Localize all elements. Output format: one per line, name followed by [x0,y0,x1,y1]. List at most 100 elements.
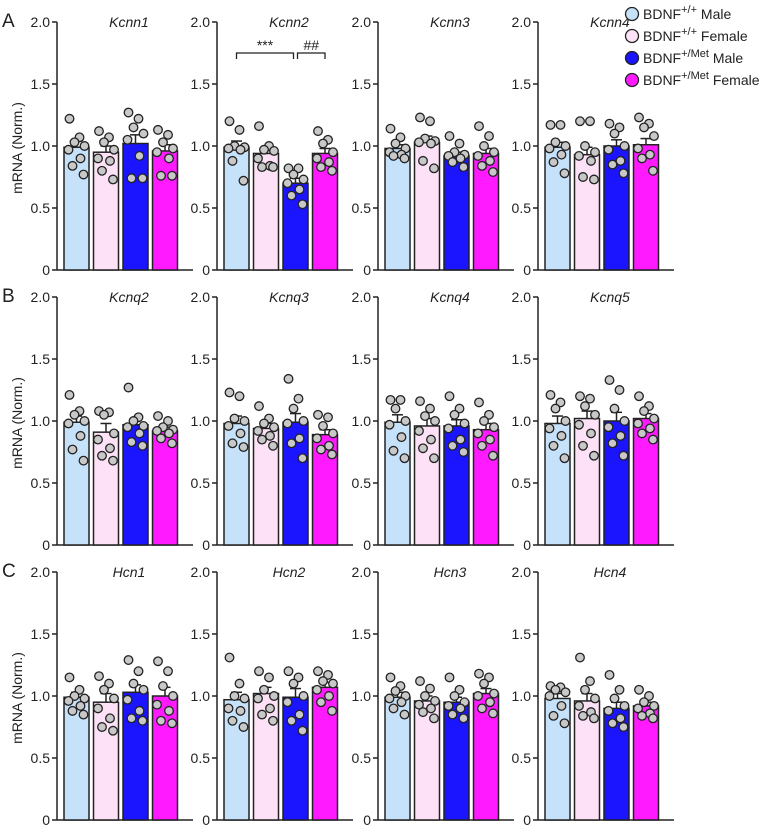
data-point [396,432,407,443]
data-point [74,684,85,695]
data-point [288,169,299,180]
bar [632,705,660,821]
y-tick-label: 0 [42,812,50,827]
data-point [603,144,614,155]
data-point [556,430,567,441]
legend-label: BDNF+/+ Female [643,26,748,44]
data-point [223,143,234,154]
legend-label: BDNF+/Met Male [643,48,743,66]
y-tick-label: 1.0 [352,138,372,154]
data-point [128,122,139,133]
bar [443,155,470,271]
data-point [384,419,395,430]
y-tick-label: 1.5 [352,351,372,367]
bar [603,420,630,546]
legend-marker [624,28,640,44]
data-point [489,688,499,699]
data-point [418,707,428,718]
significance-bracket [296,52,326,59]
data-point [257,434,267,445]
panel-kcnn2: 0 0.5 1.0 1.5 2.0 Kcnn2 *** ## [191,14,353,278]
data-point [224,652,235,663]
data-point [477,703,487,714]
data-point [449,409,460,420]
data-point [618,722,629,732]
legend-marker [624,72,640,88]
data-point [235,705,246,716]
data-point [282,418,293,429]
data-point [414,137,424,148]
data-point [604,118,615,129]
legend-label: BDNF+/+ Male [643,4,731,22]
data-point [227,155,238,166]
bar [632,144,660,271]
data-point [458,162,469,173]
data-point [414,699,424,710]
data-point [604,375,615,386]
data-point [454,138,465,149]
y-tick-label: 1.0 [191,138,211,154]
y-tick-label: 0 [42,537,50,553]
data-point [78,709,89,720]
y-tick-label: 1.0 [512,413,532,429]
data-point [560,416,571,426]
data-point [415,676,425,687]
data-point [444,672,455,683]
data-point [167,170,177,181]
data-point [604,669,615,680]
data-point [254,666,264,677]
data-point [288,403,299,414]
data-point [548,440,559,451]
data-point [268,440,278,451]
y-tick-label: 0.5 [191,200,211,216]
data-point [227,715,238,726]
data-point [122,134,133,145]
data-point [385,394,396,405]
data-point [282,178,293,189]
data-point [607,159,618,170]
data-point [649,131,659,142]
y-tick-label: 0.5 [191,750,211,766]
data-point [458,447,469,457]
data-point [429,713,439,724]
data-point [286,438,297,449]
data-point [603,705,614,716]
data-point [614,385,625,395]
data-point [479,416,489,426]
data-point [633,418,643,429]
data-point [639,406,649,417]
data-point [79,416,90,426]
data-point [253,153,263,164]
bar [573,417,601,546]
data-point [578,172,588,182]
data-point [105,155,115,166]
data-point [485,434,495,445]
data-point [614,122,625,133]
data-point [153,656,163,667]
data-point [637,710,647,721]
data-point [294,709,305,720]
data-point [128,678,139,689]
data-point [619,141,630,151]
bar [63,421,90,546]
y-tick-label: 0 [202,537,210,553]
y-tick-label: 0 [202,262,210,278]
data-point [575,116,585,127]
data-point [396,697,407,708]
data-point [163,129,173,140]
data-point [455,703,466,714]
data-point [239,416,250,426]
y-tick-label: 1.5 [512,351,532,367]
data-point [589,713,599,724]
data-point [298,691,309,701]
data-point [395,132,406,143]
data-point [459,418,470,429]
data-point [75,430,86,441]
data-point [134,705,145,716]
data-point [123,655,134,665]
data-point [324,691,334,701]
data-point [137,715,148,726]
data-point [265,430,275,441]
data-point [316,697,326,708]
data-point [429,163,439,174]
